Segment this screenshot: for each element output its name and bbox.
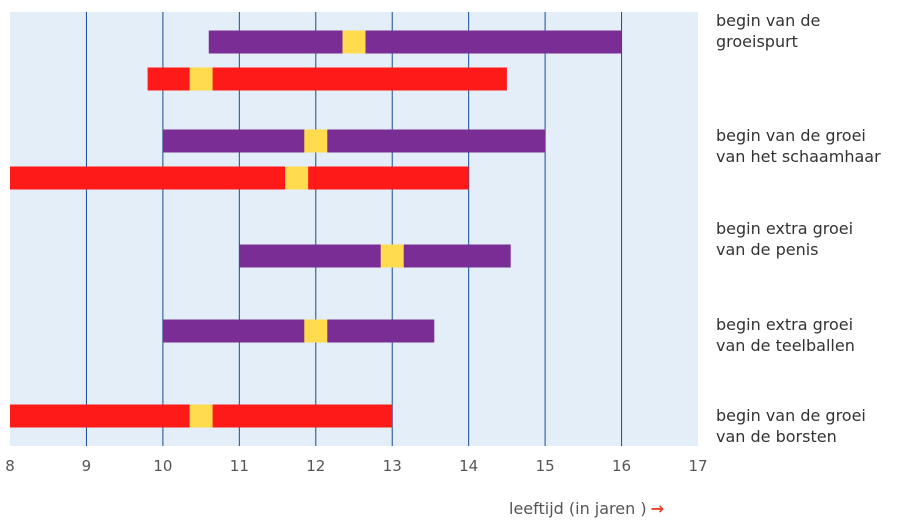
median-marker xyxy=(285,167,308,190)
x-tick-label: 14 xyxy=(459,457,478,475)
purple-range-bar xyxy=(163,320,434,343)
purple-range-bar xyxy=(163,130,545,153)
median-marker xyxy=(304,130,327,153)
median-marker xyxy=(190,68,213,91)
x-tick-label: 13 xyxy=(383,457,402,475)
x-axis-ticks: 8 9 10 11 12 13 14 15 16 17 xyxy=(5,457,707,475)
row-label-groeispurt: begin van de groeispurt xyxy=(716,10,906,52)
row-label-line: van het schaamhaar xyxy=(716,146,906,167)
purple-range-bar xyxy=(209,31,622,54)
row-label-line: van de teelballen xyxy=(716,335,906,356)
x-tick-label: 11 xyxy=(230,457,249,475)
x-tick-label: 10 xyxy=(153,457,172,475)
row-label-line: begin van de groei xyxy=(716,125,906,146)
x-tick-label: 16 xyxy=(612,457,631,475)
purple-range-bar xyxy=(239,245,510,268)
median-marker xyxy=(304,320,327,343)
row-label-penis: begin extra groei van de penis xyxy=(716,218,906,260)
median-marker xyxy=(343,31,366,54)
median-marker xyxy=(190,405,213,428)
arrow-right-icon: → xyxy=(651,499,664,518)
x-tick-label: 12 xyxy=(306,457,325,475)
red-range-bar xyxy=(10,167,469,190)
row-label-line: begin van de groei xyxy=(716,405,906,426)
row-label-line: begin van de xyxy=(716,10,906,31)
x-tick-label: 17 xyxy=(688,457,707,475)
row-label-line: begin extra groei xyxy=(716,218,906,239)
row-label-teelballen: begin extra groei van de teelballen xyxy=(716,314,906,356)
row-label-schaamhaar: begin van de groei van het schaamhaar xyxy=(716,125,906,167)
row-label-borsten: begin van de groei van de borsten xyxy=(716,405,906,447)
median-marker xyxy=(381,245,404,268)
x-tick-label: 8 xyxy=(5,457,15,475)
x-axis-label-text: leeftijd (in jaren ) xyxy=(509,499,647,518)
row-label-line: groeispurt xyxy=(716,31,906,52)
x-axis-label: leeftijd (in jaren ) → xyxy=(509,499,664,518)
row-label-line: van de penis xyxy=(716,239,906,260)
x-tick-label: 9 xyxy=(82,457,92,475)
row-label-line: van de borsten xyxy=(716,426,906,447)
x-tick-label: 15 xyxy=(536,457,555,475)
row-label-line: begin extra groei xyxy=(716,314,906,335)
